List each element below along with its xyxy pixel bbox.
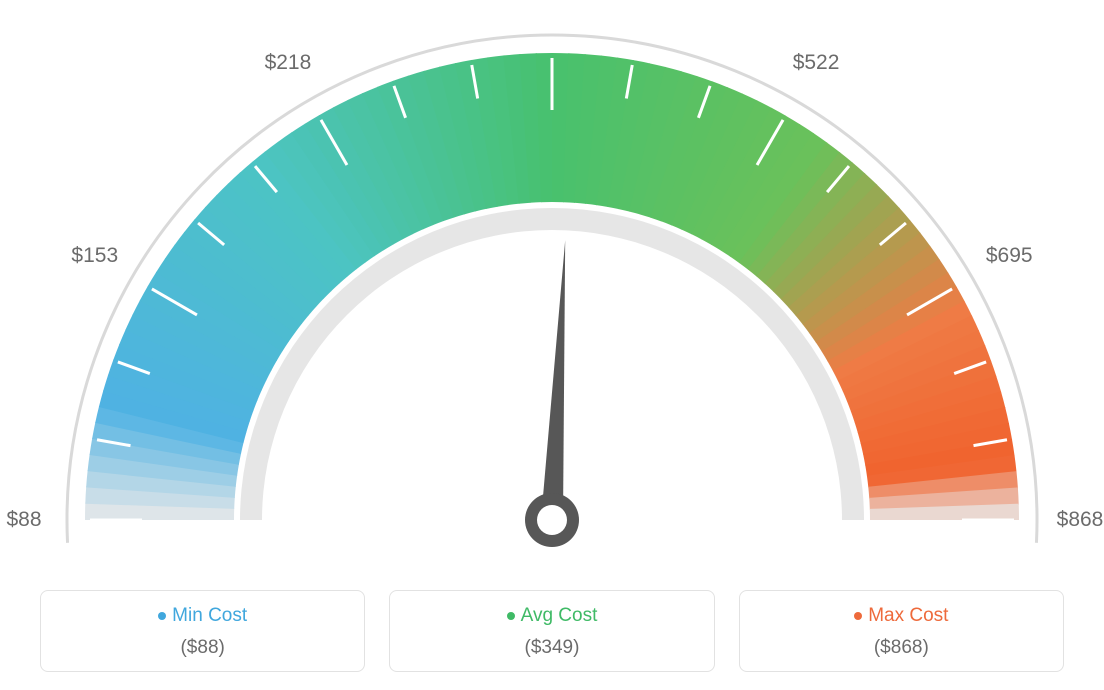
gauge-tick-label: $868: [1057, 508, 1104, 532]
gauge-container: $88 $153 $218 $349 $522 $695 $868: [0, 0, 1104, 560]
gauge-tick-label: $349: [529, 0, 576, 4]
legend-dot-max: [854, 612, 862, 620]
legend-row: Min Cost ($88) Avg Cost ($349) Max Cost …: [40, 590, 1064, 672]
legend-label-avg: Avg Cost: [521, 605, 598, 627]
legend-value-min: ($88): [51, 637, 354, 659]
legend-label-max: Max Cost: [868, 605, 948, 627]
legend-dot-min: [158, 612, 166, 620]
legend-value-max: ($868): [750, 637, 1053, 659]
legend-dot-avg: [507, 612, 515, 620]
gauge-tick-label: $153: [71, 244, 118, 268]
gauge-tick-label: $218: [265, 51, 312, 75]
legend-value-avg: ($349): [400, 637, 703, 659]
legend-card-min: Min Cost ($88): [40, 590, 365, 672]
legend-label-min: Min Cost: [172, 605, 247, 627]
gauge-svg: [0, 0, 1104, 560]
legend-title-max: Max Cost: [854, 605, 948, 627]
legend-card-avg: Avg Cost ($349): [389, 590, 714, 672]
gauge-tick-label: $88: [6, 508, 41, 532]
gauge-tick-label: $522: [793, 51, 840, 75]
gauge-tick-label: $695: [986, 244, 1033, 268]
legend-title-avg: Avg Cost: [507, 605, 598, 627]
legend-card-max: Max Cost ($868): [739, 590, 1064, 672]
legend-title-min: Min Cost: [158, 605, 247, 627]
